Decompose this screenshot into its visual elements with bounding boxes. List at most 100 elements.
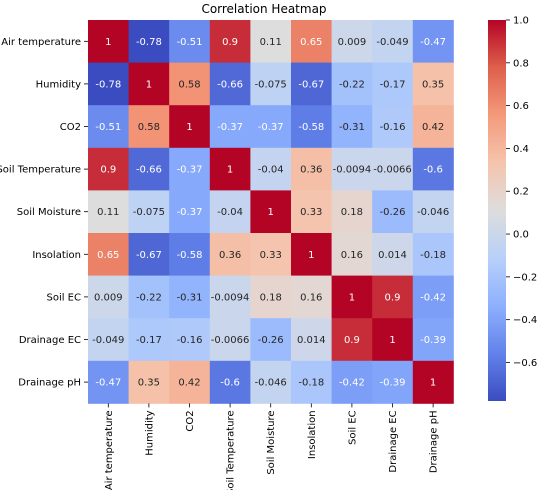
x-tick-label-drainage-ec: Drainage EC	[388, 410, 399, 472]
cell-value-label: 0.33	[260, 250, 282, 261]
x-axis: Air temperature Humidity CO2 Soil Temperatu…	[104, 403, 440, 490]
heatmap-cell-co2-drainage-ec	[372, 105, 414, 149]
heatmap-cell-air-temperature-insolation	[291, 20, 332, 63]
cell-value-label: 0.014	[378, 250, 407, 261]
cell-value-label: -0.0066	[373, 165, 412, 176]
heatmap-cell-drainage-ph-soil-ec	[331, 360, 373, 404]
y-tick-label-air-temperature: Air temperature	[1, 37, 81, 48]
cell-value-label: 0.9	[385, 292, 401, 303]
y-tick-label-drainage-ec: Drainage EC	[19, 335, 81, 346]
heatmap-cell-insolation-drainage-ph	[412, 233, 454, 276]
heatmap-cell-drainage-ec-soil-temperature	[209, 318, 251, 362]
heatmap-cell-co2-soil-moisture	[250, 105, 292, 149]
heatmap-cell-soil-ec-drainage-ec	[372, 275, 414, 319]
heatmap-cell-drainage-ec-drainage-ph	[412, 318, 454, 362]
cell-value-label: -0.37	[177, 165, 203, 176]
cell-value-label: 0.16	[341, 250, 363, 261]
cell-value-label: -0.04	[217, 207, 243, 218]
heatmap-cell-humidity-drainage-ph	[412, 62, 454, 106]
heatmap-cell-air-temperature-co2	[169, 20, 211, 63]
cell-value-label: 0.009	[94, 292, 123, 303]
heatmap-cell-drainage-ec-drainage-ec	[372, 318, 414, 362]
heatmap-cell-co2-drainage-ph	[412, 105, 454, 149]
heatmap-cell-humidity-insolation	[291, 62, 332, 106]
cell-value-label: -0.26	[258, 335, 284, 346]
y-tick-label-co2: CO2	[60, 122, 81, 133]
colorbar-tick-label: 0.0	[513, 230, 529, 241]
heatmap-cell-drainage-ec-soil-ec	[331, 318, 373, 362]
x-tick-label-soil-moisture: Soil Moisture	[266, 410, 277, 474]
heatmap-cell-co2-air-temperature	[88, 105, 129, 149]
y-tick-label-soil-temperature: Soil Temperature	[0, 165, 81, 176]
heatmap-cell-humidity-humidity	[128, 62, 170, 106]
cell-value-label: 0.33	[300, 207, 322, 218]
cell-value-label: -0.78	[136, 37, 162, 48]
cell-value-label: 0.36	[300, 165, 322, 176]
heatmap-cell-humidity-air-temperature	[88, 62, 129, 106]
x-tick-label-drainage-ph: Drainage pH	[429, 410, 440, 473]
cell-value-label: 1	[308, 250, 314, 261]
heatmap-cell-co2-soil-temperature	[209, 105, 251, 149]
heatmap-cell-soil-ec-insolation	[291, 275, 332, 319]
heatmap-cell-drainage-ec-co2	[169, 318, 211, 362]
heatmap-cell-drainage-ph-insolation	[291, 360, 332, 404]
heatmap-cell-soil-moisture-drainage-ec	[372, 190, 414, 234]
colorbar: 1.0 0.8 0.6 0.4 0.2 0.0 −0.2 −0.4 −0.6	[488, 16, 537, 401]
cell-value-label: 0.9	[344, 335, 360, 346]
cell-value-label: -0.04	[258, 165, 284, 176]
heatmap-cell-air-temperature-soil-moisture	[250, 20, 292, 63]
heatmap-cell-soil-moisture-insolation	[291, 190, 332, 234]
cell-value-label: -0.18	[298, 378, 324, 389]
cell-value-label: 0.65	[300, 37, 322, 48]
cell-value-label: -0.39	[420, 335, 446, 346]
heatmap-cell-soil-moisture-soil-temperature	[209, 190, 251, 234]
y-tick-label-humidity: Humidity	[36, 79, 81, 90]
heatmap-cell-insolation-humidity	[128, 233, 170, 276]
cell-value-label: 0.11	[97, 207, 119, 218]
cell-value-label: -0.66	[136, 165, 162, 176]
cell-value-label: 0.58	[178, 79, 200, 90]
x-tick-label-soil-ec: Soil EC	[347, 410, 358, 445]
heatmap-cell-soil-ec-drainage-ph	[412, 275, 454, 319]
heatmap-cell-soil-temperature-co2	[169, 147, 211, 191]
heatmap-cell-drainage-ph-drainage-ph	[412, 360, 454, 404]
heatmap-cell-soil-moisture-drainage-ph	[412, 190, 454, 234]
cell-value-label: 1	[227, 165, 233, 176]
cell-value-label: -0.046	[255, 378, 287, 389]
colorbar-tick-label: 0.8	[513, 58, 529, 69]
heatmap-cell-co2-co2	[169, 105, 211, 149]
cell-value-label: -0.37	[258, 122, 284, 133]
cell-value-label: -0.6	[220, 378, 240, 389]
heatmap-cell-labels: 1 -0.78 -0.51 0.9 0.11 0.65 0.009 -0.049 -0.47 -0…	[92, 37, 449, 389]
heatmap-cell-soil-ec-soil-moisture	[250, 275, 292, 319]
heatmap-cell-drainage-ec-air-temperature	[88, 318, 129, 362]
colorbar-tick-label: 0.4	[513, 144, 529, 155]
cell-value-label: -0.42	[420, 292, 446, 303]
cell-value-label: 1	[105, 37, 111, 48]
heatmap-cell-soil-moisture-soil-ec	[331, 190, 373, 234]
heatmap-cell-drainage-ec-humidity	[128, 318, 170, 362]
cell-value-label: 0.009	[338, 37, 367, 48]
cell-value-label: -0.51	[177, 37, 203, 48]
cell-value-label: -0.0066	[211, 335, 250, 346]
heatmap-cell-drainage-ph-humidity	[128, 360, 170, 404]
cell-value-label: 0.42	[178, 378, 200, 389]
cell-value-label: -0.67	[136, 250, 162, 261]
y-axis: Air temperature Humidity CO2 Soil Temperatu…	[0, 37, 88, 389]
colorbar-tick-label: 1.0	[513, 16, 529, 27]
cell-value-label: 0.36	[219, 250, 241, 261]
heatmap-cell-soil-ec-co2	[169, 275, 211, 319]
cell-value-label: -0.18	[420, 250, 446, 261]
cell-value-label: 0.18	[260, 292, 282, 303]
cell-value-label: 0.014	[297, 335, 326, 346]
cell-value-label: 0.42	[422, 122, 444, 133]
cell-value-label: 0.18	[341, 207, 363, 218]
cell-value-label: 1	[186, 122, 192, 133]
heatmap-cell-co2-soil-ec	[331, 105, 373, 149]
heatmap-cell-insolation-soil-temperature	[209, 233, 251, 276]
cell-value-label: -0.31	[339, 122, 365, 133]
heatmap-cell-insolation-insolation	[291, 233, 332, 276]
heatmap-cell-drainage-ph-drainage-ec	[372, 360, 414, 404]
cell-value-label: 0.58	[138, 122, 160, 133]
